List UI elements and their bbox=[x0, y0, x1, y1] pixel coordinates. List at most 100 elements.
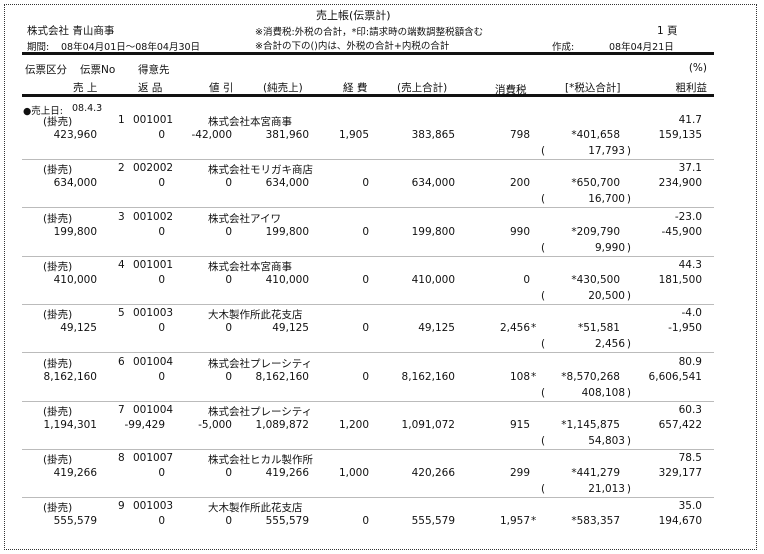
record-pct: 44.3 bbox=[678, 258, 702, 271]
record-total: 634,000 bbox=[411, 177, 455, 190]
record-code: 001007 bbox=[133, 452, 174, 465]
record-customer: 株式会社モリガキ商店 bbox=[208, 164, 313, 177]
record-sales: 8,162,160 bbox=[43, 370, 97, 383]
record-pct: -23.0 bbox=[674, 210, 702, 223]
record-sales: 419,266 bbox=[53, 467, 97, 480]
record-taxed-total: *209,790 bbox=[571, 225, 620, 238]
record-returns: 0 bbox=[158, 322, 165, 335]
tax-note-1: ※消費税:外税の合計，*印:請求時の端数調整税額含む bbox=[255, 27, 484, 38]
paren-close: ) bbox=[626, 434, 631, 447]
col-no: 伝票No bbox=[80, 64, 116, 76]
col-discount: 値 引 bbox=[209, 82, 234, 94]
record-customer: 株式会社ヒカル製作所 bbox=[208, 454, 313, 467]
record-discount: 0 bbox=[225, 370, 232, 383]
record-code: 001004 bbox=[133, 403, 174, 416]
record-customer: 株式会社アイワ bbox=[208, 212, 281, 225]
record-type: (掛売) bbox=[43, 309, 73, 322]
record-net: 555,579 bbox=[265, 515, 309, 528]
record-total: 383,865 bbox=[411, 129, 455, 141]
record-discount: 0 bbox=[225, 177, 232, 190]
record-taxed-total: *441,279 bbox=[571, 467, 620, 480]
record-customer: 大木製作所此花支店 bbox=[208, 309, 303, 322]
record-pct: 41.7 bbox=[678, 114, 702, 126]
col-expense: 経 費 bbox=[343, 82, 368, 94]
record-type: (掛売) bbox=[43, 357, 73, 370]
record-type: (掛売) bbox=[43, 405, 73, 418]
record-returns: -99,429 bbox=[124, 418, 165, 431]
record-tax-sum: 9,990 bbox=[594, 241, 625, 254]
record-expense: 0 bbox=[362, 225, 369, 238]
record-pct: 35.0 bbox=[678, 500, 702, 513]
record-taxed-total: *1,145,875 bbox=[561, 418, 620, 431]
record-returns: 0 bbox=[158, 370, 165, 383]
record-returns: 0 bbox=[158, 177, 165, 190]
record-no: 7 bbox=[118, 403, 125, 416]
paren-open: ( bbox=[541, 434, 546, 447]
record-profit: 159,135 bbox=[658, 129, 702, 141]
report-page: 売上帳(伝票計) 株式会社 青山商事 ※消費税:外税の合計，*印:請求時の端数調… bbox=[4, 4, 757, 550]
record-discount: 0 bbox=[225, 467, 232, 480]
record-profit: 234,900 bbox=[658, 177, 702, 190]
record-total: 410,000 bbox=[411, 273, 455, 286]
col-profit: 粗利益 bbox=[675, 82, 708, 94]
record-code: 001002 bbox=[133, 210, 174, 223]
record-tax-sum: 408,108 bbox=[581, 386, 625, 399]
paren-close: ) bbox=[626, 483, 631, 496]
paren-open: ( bbox=[541, 483, 546, 496]
period-label: 期間: bbox=[27, 42, 50, 53]
record-sales: 423,960 bbox=[53, 129, 97, 141]
record-no: 8 bbox=[118, 452, 125, 465]
record-net: 634,000 bbox=[265, 177, 309, 190]
record-divider bbox=[22, 159, 714, 160]
record-code: 001003 bbox=[133, 307, 174, 320]
period: 08年04月01日～08年04月30日 bbox=[61, 42, 201, 53]
record-total: 420,266 bbox=[411, 467, 455, 480]
record-tax: 0 bbox=[523, 273, 530, 286]
paren-open: ( bbox=[541, 145, 546, 157]
record-expense: 1,905 bbox=[338, 129, 369, 141]
record-tax: 915 bbox=[509, 418, 530, 431]
record-returns: 0 bbox=[158, 129, 165, 141]
record-discount: 0 bbox=[225, 322, 232, 335]
record-taxed-total: *8,570,268 bbox=[561, 370, 620, 383]
record-divider bbox=[22, 303, 714, 305]
col-returns: 返 品 bbox=[138, 82, 163, 94]
record-expense: 1,200 bbox=[338, 418, 369, 431]
page-number: 1 頁 bbox=[657, 25, 678, 37]
record-expense: 0 bbox=[362, 322, 369, 335]
record-sales: 555,579 bbox=[53, 515, 97, 528]
paren-open: ( bbox=[541, 241, 546, 254]
record-customer: 株式会社本宮商事 bbox=[208, 260, 292, 273]
paren-close: ) bbox=[626, 338, 631, 351]
created-date: 08年04月21日 bbox=[609, 42, 674, 53]
record-discount: 0 bbox=[225, 273, 232, 286]
record-type: (掛売) bbox=[43, 164, 73, 177]
paren-open: ( bbox=[541, 338, 546, 351]
record-returns: 0 bbox=[158, 515, 165, 528]
created-label: 作成: bbox=[552, 42, 575, 53]
record-code: 001001 bbox=[133, 114, 174, 126]
record-type: (掛売) bbox=[43, 212, 73, 225]
record-no: 9 bbox=[118, 500, 125, 513]
record-taxed-total: *430,500 bbox=[571, 273, 620, 286]
record-pct: 80.9 bbox=[678, 355, 702, 368]
record-tax-sum: 20,500 bbox=[588, 289, 625, 302]
record-returns: 0 bbox=[158, 225, 165, 238]
record-no: 3 bbox=[118, 210, 125, 223]
record-net: 49,125 bbox=[272, 322, 309, 335]
record-expense: 0 bbox=[362, 273, 369, 286]
record-tax-sum: 2,456 bbox=[594, 338, 625, 351]
record-pct: 78.5 bbox=[678, 452, 702, 465]
record-code: 001003 bbox=[133, 500, 174, 513]
record-tax: 108 bbox=[509, 370, 530, 383]
company-name: 株式会社 青山商事 bbox=[27, 25, 115, 37]
record-profit: -45,900 bbox=[661, 225, 702, 238]
record-divider bbox=[22, 255, 714, 257]
col-taxed-total: [*税込合計] bbox=[565, 82, 621, 94]
record-net: 419,266 bbox=[265, 467, 309, 480]
col-total: (売上合計) bbox=[397, 82, 448, 94]
paren-close: ) bbox=[626, 145, 631, 157]
record-tax-sum: 21,013 bbox=[588, 483, 625, 496]
record-total: 8,162,160 bbox=[401, 370, 455, 383]
tax-adjust-mark: * bbox=[531, 322, 537, 335]
